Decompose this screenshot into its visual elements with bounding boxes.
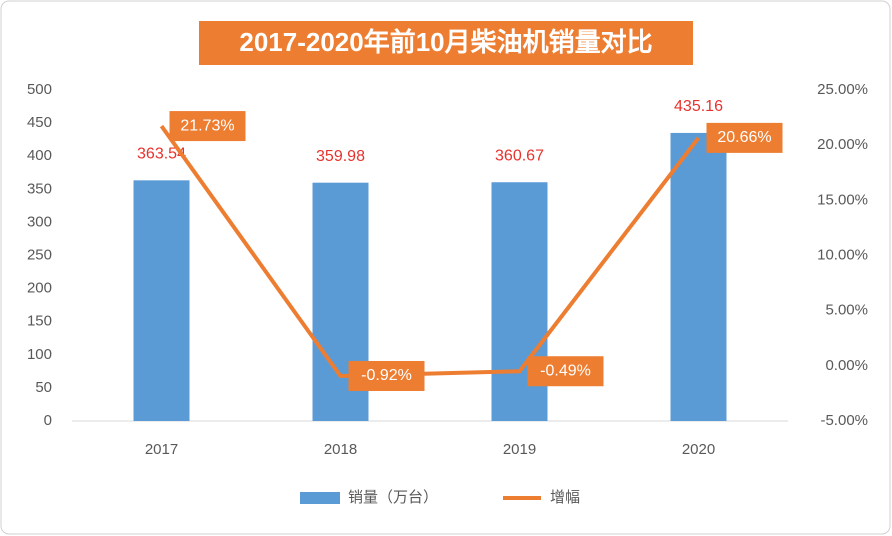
legend-label: 销量（万台）	[348, 489, 438, 506]
y2-tick-label: 25.00%	[817, 81, 868, 98]
y-tick-label: 400	[27, 147, 52, 164]
x-tick-label: 2017	[145, 441, 178, 458]
y-tick-label: 200	[27, 280, 52, 297]
x-tick-label: 2020	[682, 441, 715, 458]
line-label-box	[169, 111, 246, 142]
x-tick-label: 2018	[324, 441, 357, 458]
y2-tick-label: -5.00%	[820, 412, 868, 429]
bar-value-label: 360.67	[495, 147, 544, 164]
y-tick-label: 50	[35, 379, 52, 396]
line-value-label: 21.73%	[180, 117, 234, 134]
y-tick-label: 250	[27, 246, 52, 263]
bar-value-label: 363.54	[137, 146, 186, 163]
y-tick-label: 500	[27, 81, 52, 98]
x-tick-label: 2019	[503, 441, 536, 458]
y-tick-label: 300	[27, 213, 52, 230]
y2-tick-label: 20.00%	[817, 136, 868, 153]
y2-tick-label: 0.00%	[825, 357, 868, 374]
y2-tick-label: 15.00%	[817, 191, 868, 208]
y-tick-label: 0	[44, 412, 52, 429]
y-tick-label: 350	[27, 180, 52, 197]
bar	[133, 180, 190, 421]
y-tick-label: 100	[27, 346, 52, 363]
line-label-box	[527, 356, 604, 387]
line-value-label: -0.92%	[361, 367, 412, 384]
line-value-label: -0.49%	[540, 362, 591, 379]
chart-title: 2017-2020年前10月柴油机销量对比	[239, 27, 652, 57]
bar-value-label: 435.16	[674, 98, 723, 115]
y2-tick-label: 5.00%	[825, 302, 868, 319]
y-tick-label: 450	[27, 114, 52, 131]
line	[159, 124, 701, 379]
line-label-box	[348, 360, 425, 391]
y2-tick-label: 10.00%	[817, 246, 868, 263]
bar-value-label: 359.98	[316, 148, 365, 165]
legend-label: 增幅	[550, 489, 580, 506]
title-box	[199, 21, 693, 65]
y-tick-label: 150	[27, 313, 52, 330]
bar	[670, 132, 727, 422]
legend-swatch	[300, 492, 340, 504]
line-value-label: 20.66%	[717, 129, 771, 146]
line-label-box	[706, 122, 783, 153]
